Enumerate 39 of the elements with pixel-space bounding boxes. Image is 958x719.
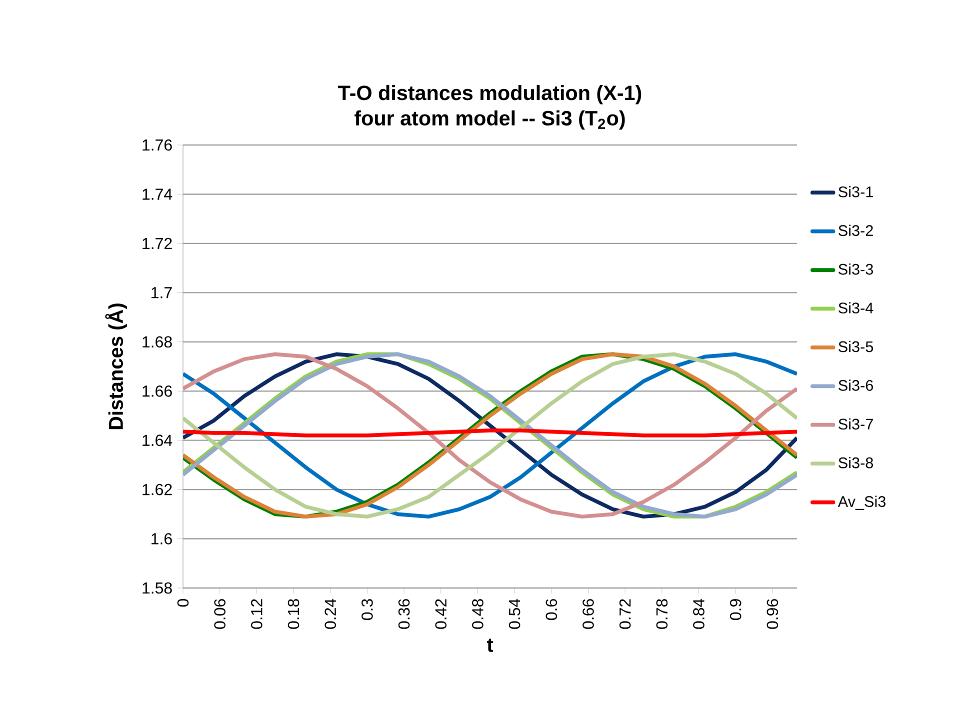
- legend-label: Si3-4: [838, 302, 874, 314]
- x-tick-label: 0: [177, 599, 189, 607]
- x-tick-label: 0.84: [693, 598, 704, 629]
- x-tick-label: 0.06: [214, 599, 226, 629]
- x-tick-label: 0.6: [546, 599, 558, 620]
- y-tick-label: 1.72: [142, 238, 172, 250]
- legend-label: Si3-1: [838, 186, 873, 198]
- legend-label: Si3-7: [838, 418, 873, 430]
- x-tick-label: 0.18: [288, 599, 300, 629]
- x-tick-label: 0.36: [398, 599, 410, 629]
- y-tick-label: 1.68: [142, 336, 172, 348]
- legend-label: Si3-5: [838, 340, 874, 352]
- legend-label: Si3-8: [838, 457, 874, 468]
- y-tick-label: 1.64: [142, 434, 172, 446]
- y-tick-label: 1.58: [142, 582, 172, 594]
- x-tick-label: 0.48: [472, 599, 484, 629]
- x-tick-label: 0.12: [251, 599, 262, 629]
- x-tick-label: 0.78: [656, 599, 668, 629]
- chart-title: T-O distances modulation (X-1) four atom model -- Si3 (T$_{2}$o): [338, 85, 642, 130]
- x-tick-label: 0.66: [582, 599, 594, 629]
- x-tick-label: 0.42: [435, 599, 447, 629]
- x-tick-label: 0.9: [730, 599, 742, 620]
- x-tick-label: 0.24: [324, 598, 336, 629]
- legend-label: Av_Si3: [838, 496, 886, 510]
- legend-label: Si3-6: [838, 380, 873, 391]
- x-tick-label: 0.96: [766, 599, 778, 629]
- y-tick-label: 1.6: [152, 533, 172, 544]
- x-tick-label: 0.3: [362, 599, 373, 620]
- y-tick-label: 1.7: [152, 287, 172, 298]
- y-tick-label: 1.66: [142, 385, 172, 397]
- x-tick-label: 0.72: [619, 599, 631, 629]
- y-axis-title: Distances (Å): [105, 304, 127, 430]
- y-tick-label: 1.74: [142, 188, 172, 200]
- legend-label: Si3-2: [838, 224, 873, 236]
- x-tick-label: 0.54: [508, 598, 520, 629]
- x-axis-title: t: [486, 638, 494, 652]
- legend-label: Si3-3: [838, 263, 873, 275]
- y-tick-label: 1.62: [142, 484, 172, 496]
- y-tick-label: 1.76: [142, 139, 172, 151]
